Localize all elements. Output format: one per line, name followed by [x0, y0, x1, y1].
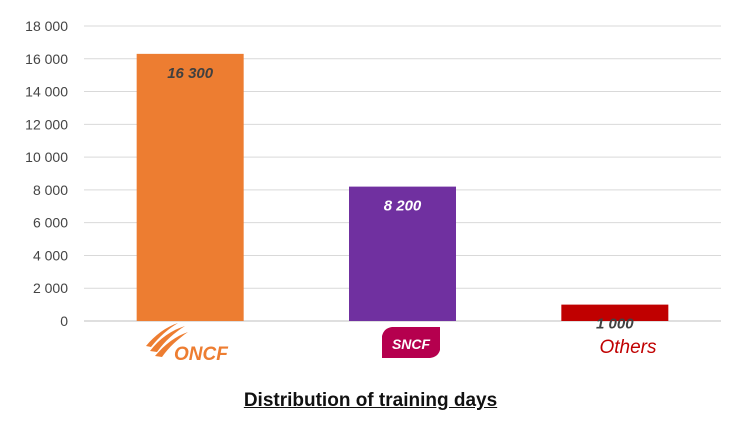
bar-oncf [136, 53, 244, 321]
y-tick-label: 4 000 [33, 247, 68, 263]
data-label-sncf: 8 200 [384, 198, 422, 215]
x-label-oncf: ONCF [146, 323, 229, 365]
data-label-others: 1 000 [596, 316, 634, 333]
y-tick-label: 12 000 [25, 116, 68, 132]
y-tick-label: 14 000 [25, 84, 68, 100]
x-label-sncf: SNCF [382, 327, 440, 358]
sncf-logo-badge [382, 327, 440, 358]
bars [136, 53, 669, 321]
sncf-logo-text: SNCF [392, 336, 431, 352]
y-tick-label: 16 000 [25, 51, 68, 67]
y-tick-label: 10 000 [25, 149, 68, 165]
data-label-oncf: 16 300 [167, 65, 214, 82]
bar-sncf [349, 186, 456, 321]
oncf-swoosh-icon [146, 323, 188, 357]
y-tick-label: 18 000 [25, 18, 68, 34]
bar-others [561, 304, 669, 321]
x-label-others: Others [599, 337, 657, 358]
y-tick-label: 8 000 [33, 182, 68, 198]
y-tick-label: 6 000 [33, 215, 68, 231]
data-labels: 16 300 8 200 1 000 [167, 65, 634, 333]
y-tick-label: 2 000 [33, 280, 68, 296]
y-tick-label: 0 [60, 313, 68, 329]
y-axis-tick-labels: 0 2 000 4 000 6 000 8 000 10 000 12 000 14 000 1… [25, 18, 68, 329]
chart-title: Distribution of training days [243, 390, 498, 411]
oncf-logo-text: ONCF [174, 344, 229, 365]
